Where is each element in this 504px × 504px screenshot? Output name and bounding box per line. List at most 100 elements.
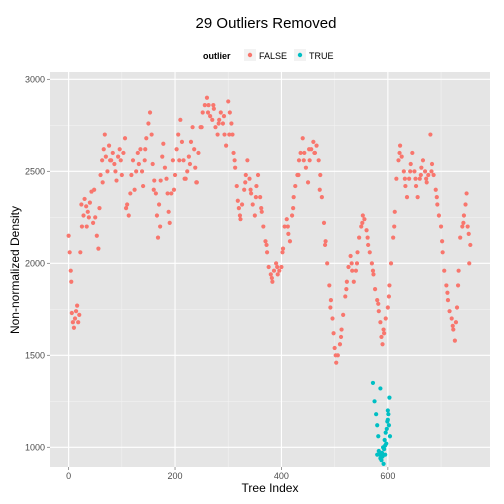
data-point-false — [66, 233, 71, 238]
data-point-false — [227, 132, 232, 137]
data-point-false — [70, 320, 75, 325]
data-point-false — [248, 187, 253, 192]
data-point-false — [252, 213, 257, 218]
data-point-false — [376, 309, 381, 314]
data-point-false — [359, 224, 364, 229]
data-point-false — [343, 294, 348, 299]
data-point-false — [100, 180, 105, 185]
data-point-false — [249, 191, 254, 196]
data-point-false — [307, 158, 312, 163]
data-point-false — [90, 220, 96, 225]
data-point-true — [375, 423, 380, 428]
data-point-false — [121, 150, 126, 156]
data-point-false — [420, 158, 426, 163]
data-point-false — [279, 264, 284, 270]
minor-gridlines — [50, 72, 490, 467]
data-point-false — [422, 169, 428, 174]
data-point-false — [79, 224, 85, 229]
data-point-true — [387, 434, 393, 439]
data-point-false — [458, 235, 463, 240]
x-tick-label: 400 — [274, 471, 289, 481]
data-point-false — [67, 250, 72, 255]
data-point-false — [216, 121, 221, 126]
data-point-false — [187, 161, 193, 167]
data-point-false — [284, 217, 289, 222]
data-point-false — [451, 327, 456, 332]
data-point-false — [255, 172, 261, 178]
data-point-false — [182, 176, 187, 181]
data-point-false — [375, 298, 380, 303]
data-point-true — [384, 426, 389, 432]
data-point-false — [138, 147, 143, 152]
data-point-false — [467, 261, 472, 266]
data-point-false — [461, 213, 467, 218]
data-point-false — [106, 143, 112, 148]
data-point-true — [383, 443, 388, 448]
data-point-false — [245, 158, 250, 163]
data-point-false — [367, 250, 372, 255]
data-point-false — [431, 172, 436, 178]
data-point-false — [193, 165, 198, 170]
data-point-false — [348, 253, 353, 259]
data-point-false — [401, 169, 406, 174]
data-point-false — [170, 158, 176, 163]
data-point-false — [286, 231, 291, 237]
data-point-false — [239, 202, 245, 207]
data-point-false — [394, 176, 399, 181]
data-point-false — [455, 283, 461, 288]
data-point-false — [296, 172, 301, 178]
data-point-false — [176, 132, 181, 137]
data-point-false — [397, 150, 402, 156]
data-point-false — [227, 110, 232, 115]
data-point-false — [150, 161, 155, 167]
data-point-false — [397, 143, 403, 148]
data-point-false — [461, 220, 466, 225]
data-point-false — [243, 180, 248, 185]
data-point-false — [407, 176, 412, 181]
data-point-false — [94, 233, 99, 238]
data-point-false — [386, 294, 392, 299]
data-point-false — [117, 147, 122, 152]
data-point-false — [357, 235, 362, 240]
y-axis-title: Non-normalized Density — [8, 206, 22, 334]
data-point-false — [264, 242, 269, 248]
data-point-false — [126, 213, 131, 218]
data-point-true — [370, 380, 376, 386]
data-point-false — [114, 178, 119, 183]
data-point-false — [344, 286, 349, 292]
data-point-false — [134, 169, 139, 174]
data-point-false — [97, 206, 102, 211]
x-axis-ticks: 0 200 400 600 — [66, 467, 395, 481]
y-axis-ticks: 1000 1500 2000 2500 3000 — [25, 74, 50, 452]
data-point-false — [143, 147, 148, 152]
data-point-false — [302, 150, 307, 156]
data-point-false — [291, 195, 296, 200]
data-point-false — [275, 272, 280, 277]
data-point-false — [69, 310, 74, 316]
data-point-false — [311, 139, 316, 145]
data-point-false — [146, 121, 151, 126]
data-point-false — [316, 158, 321, 163]
data-point-false — [234, 183, 239, 189]
data-point-false — [438, 224, 444, 229]
data-point-false — [408, 169, 413, 174]
data-point-false — [110, 150, 115, 156]
data-point-false — [166, 209, 171, 214]
data-point-true — [383, 452, 388, 457]
data-point-false — [144, 136, 149, 141]
data-point-false — [84, 204, 89, 209]
data-point-false — [192, 147, 197, 152]
y-tick-label: 2500 — [25, 166, 45, 176]
data-point-false — [435, 202, 440, 207]
data-point-false — [93, 215, 98, 220]
data-point-false — [84, 224, 89, 229]
data-point-false — [141, 183, 146, 189]
chart-title: 29 Outliers Removed — [196, 15, 337, 32]
data-point-false — [388, 261, 394, 266]
data-point-false — [452, 338, 457, 343]
data-point-false — [382, 331, 387, 336]
data-point-false — [312, 150, 317, 156]
data-point-false — [190, 125, 195, 130]
data-point-false — [419, 165, 424, 170]
